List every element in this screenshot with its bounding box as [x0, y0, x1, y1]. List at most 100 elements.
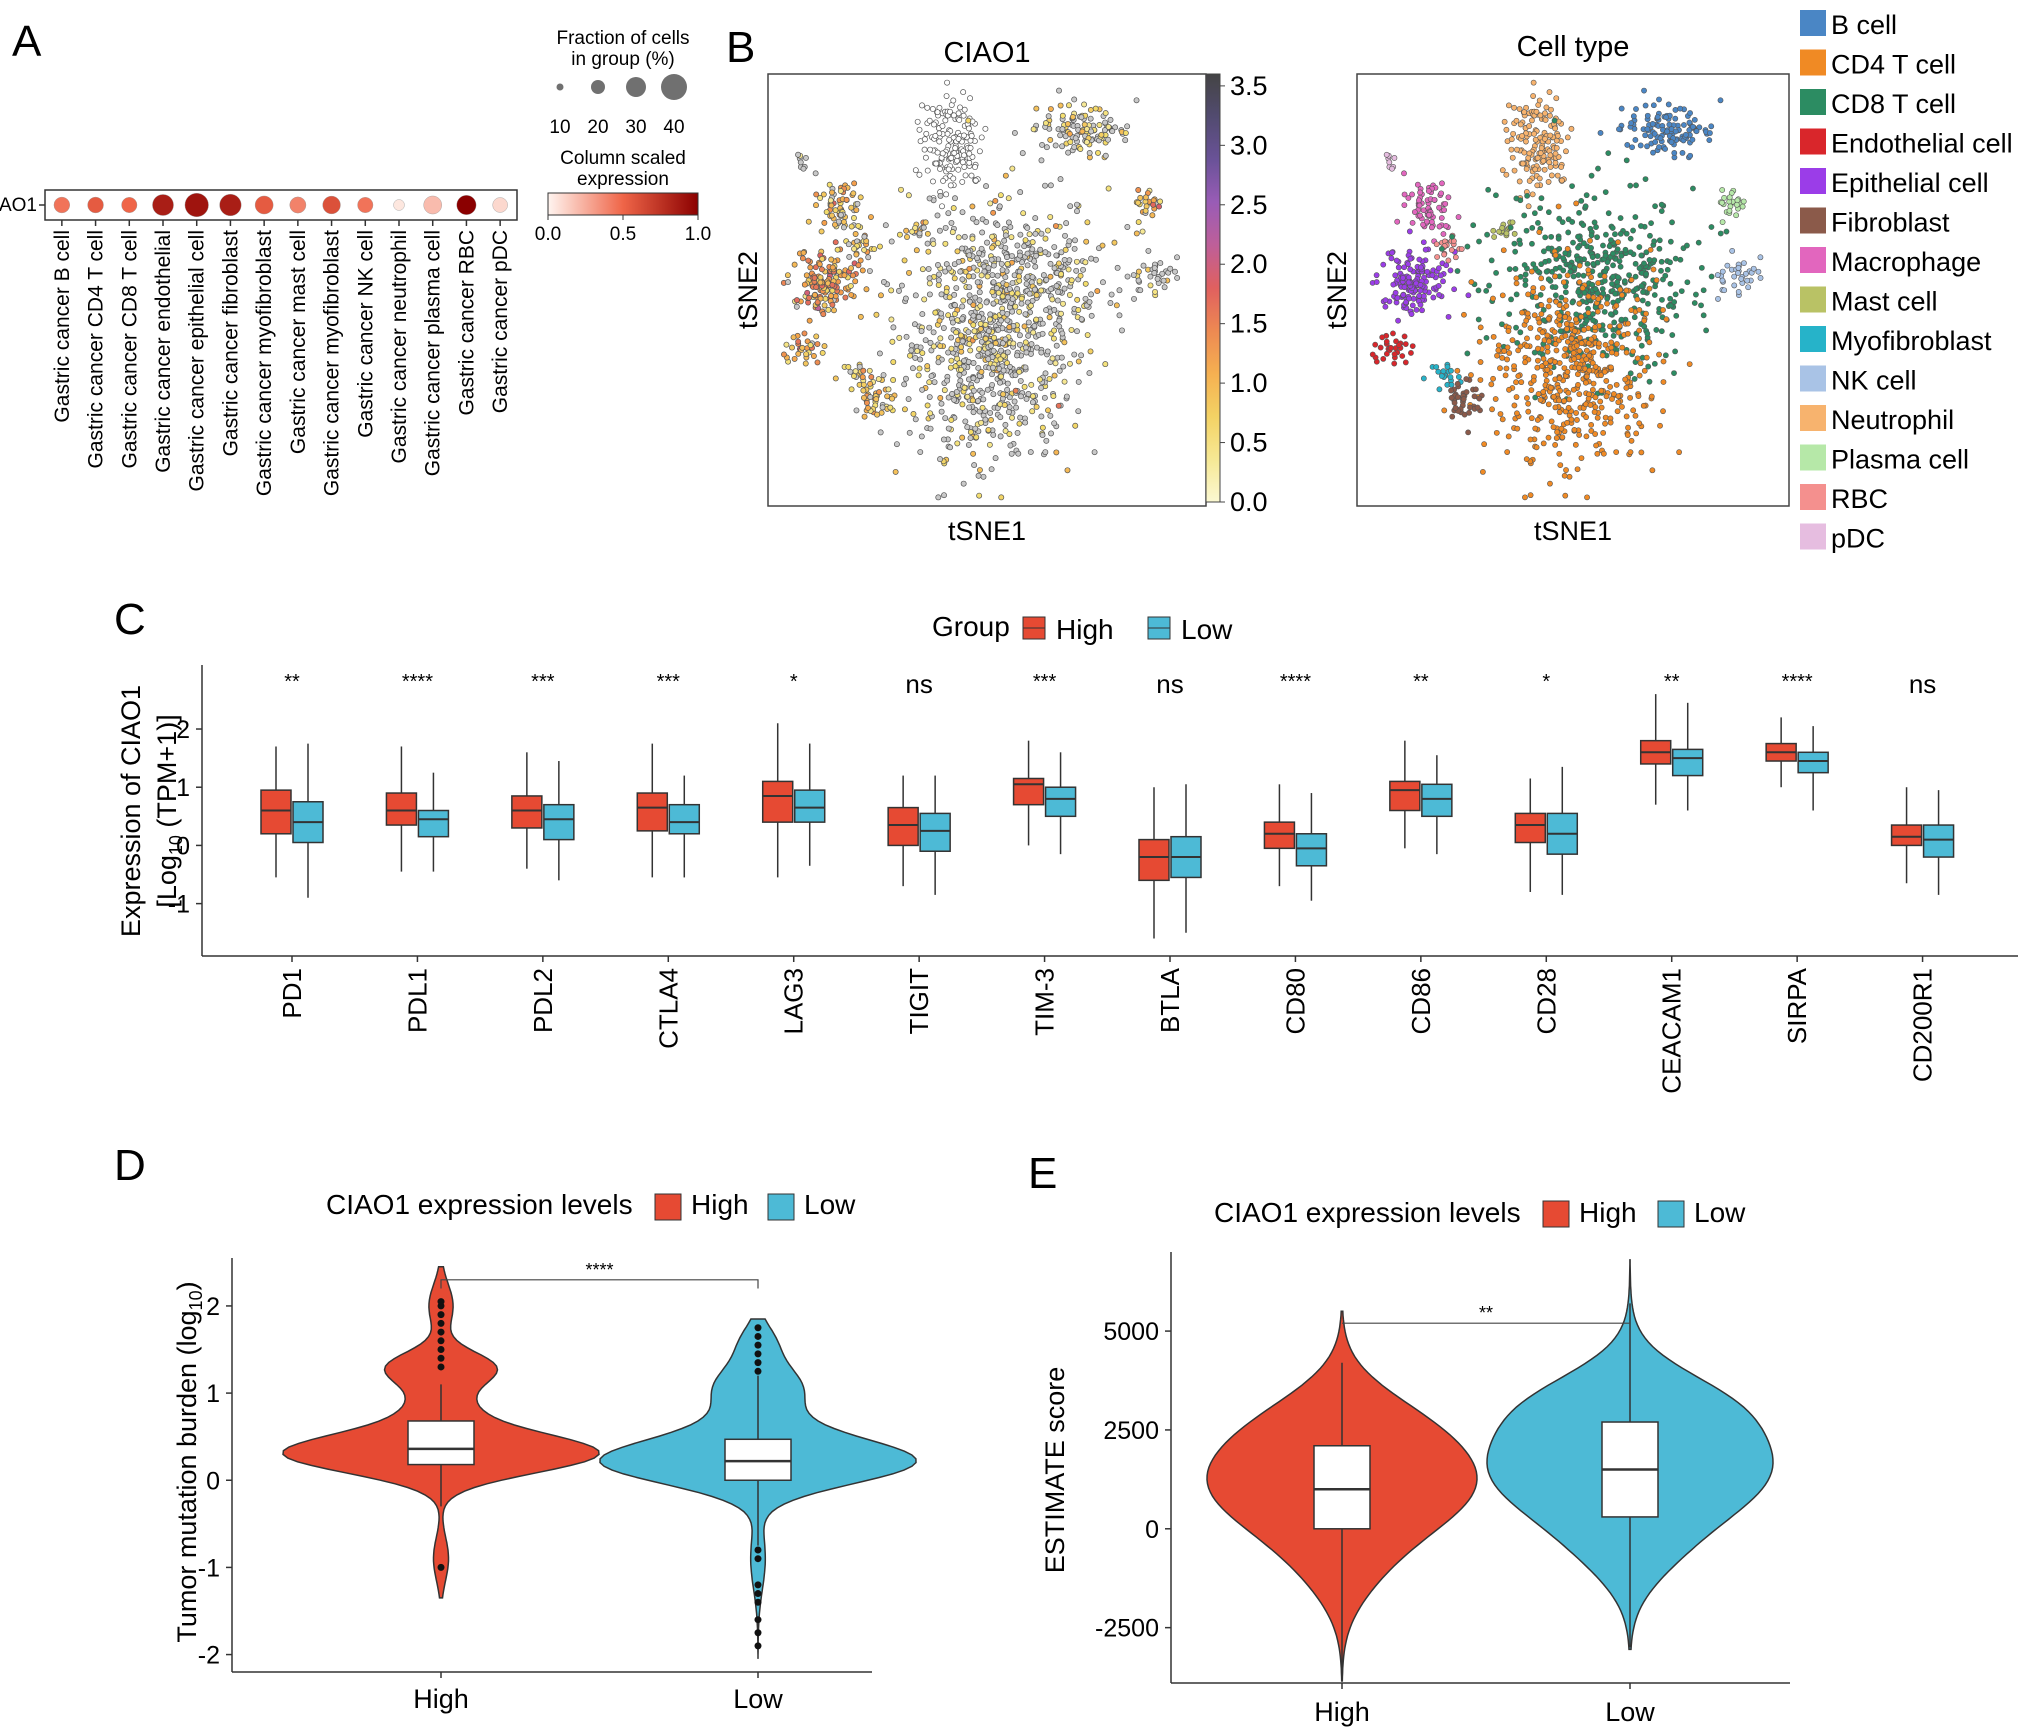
c-box [1890, 824, 1923, 847]
tsne-point [1036, 376, 1043, 383]
tsne-point [1632, 260, 1639, 267]
c-significance: * [1542, 671, 1550, 693]
tsne-point [987, 311, 994, 318]
tsne-point [927, 339, 934, 346]
tsne-point [1590, 261, 1597, 267]
tsne-point [1100, 279, 1106, 286]
tsne-point [1547, 480, 1553, 487]
tsne-point [871, 246, 878, 253]
tsne-point [840, 224, 847, 231]
tsne-point [800, 165, 807, 172]
tsne-point [801, 330, 808, 337]
tsne-point [970, 387, 977, 394]
tsne-point [880, 372, 887, 378]
tsne-point [1672, 128, 1679, 135]
tsne-point [1445, 194, 1452, 201]
tsne-point [1479, 469, 1486, 475]
tsne-point [1627, 449, 1634, 456]
tsne-point [1562, 332, 1569, 339]
tsne-point [1046, 375, 1053, 382]
tsne-point [1039, 424, 1046, 431]
color-legend-title: Column scaled [560, 148, 686, 169]
tsne-point [1656, 245, 1663, 252]
tsne-point [1416, 292, 1423, 299]
tsne-point [847, 368, 854, 375]
d-ytick-label: 2 [206, 1293, 220, 1321]
tsne-point [1742, 270, 1749, 277]
tsne-point [1064, 467, 1071, 474]
tsne-point [1700, 312, 1707, 319]
tsne-point [1590, 349, 1597, 356]
d-outlier [437, 1298, 445, 1306]
tsne-point [1511, 402, 1518, 409]
tsne-point [1741, 260, 1747, 267]
tsne-point [818, 228, 825, 235]
dot-10 [393, 199, 405, 211]
tsne-point [1133, 230, 1140, 237]
tsne-point [1599, 352, 1606, 359]
tsne-point [1630, 407, 1637, 414]
tsne-point [1065, 266, 1072, 273]
tsne-point [1508, 146, 1515, 153]
tsne-point [1380, 355, 1387, 362]
tsne-point [1109, 128, 1116, 135]
tsne-point [945, 166, 952, 173]
tsne-point [1622, 246, 1629, 253]
dot-11 [423, 195, 442, 215]
tsne-point [1590, 317, 1597, 324]
tsne-point [1556, 450, 1563, 457]
tsne-point [1623, 384, 1630, 391]
tsne-point [1053, 283, 1060, 289]
tsne-point [1645, 363, 1652, 370]
tsne-point [1005, 219, 1012, 226]
tsne-point [873, 311, 880, 318]
tsne-point [1448, 381, 1455, 388]
tsne-point [1638, 283, 1645, 289]
tsne-point [1584, 494, 1590, 501]
tsne-point [1027, 302, 1034, 309]
tsne-point [1641, 260, 1647, 267]
tsne-point [860, 381, 867, 388]
tsne-point [1400, 292, 1407, 298]
tsne-point [992, 340, 999, 347]
tsne-point [972, 177, 979, 184]
tsne-point [1562, 492, 1569, 499]
tsne-point [1099, 242, 1106, 249]
e-ytick-label: 5000 [1103, 1318, 1159, 1346]
tsne-point [1650, 102, 1657, 109]
tsne-point [938, 310, 945, 317]
tsne-point [1527, 436, 1534, 443]
tsne-point [1490, 295, 1496, 302]
tsne-point [1602, 189, 1609, 196]
tsne-point [1582, 203, 1589, 210]
tsne-point [1733, 201, 1740, 208]
tsne-point [969, 203, 976, 210]
tsne-point [939, 123, 946, 130]
tsne-point [1448, 394, 1455, 401]
tsne-point [1638, 252, 1645, 259]
tsne-point [1078, 316, 1085, 323]
tsne-point [935, 262, 941, 268]
tsne-point [1589, 254, 1596, 261]
d-outlier [754, 1581, 762, 1589]
tsne-point [1658, 201, 1665, 208]
tsne-point [836, 268, 843, 275]
tsne-point [1644, 143, 1650, 150]
tsne-point [1587, 402, 1594, 408]
tsne-point [784, 272, 791, 279]
legend-swatch-2 [1800, 89, 1826, 115]
tsne-point [1673, 312, 1680, 319]
tsne-point [969, 397, 976, 404]
tsne-point [825, 306, 832, 313]
tsne-point [1679, 150, 1686, 156]
tsne-point [1514, 146, 1520, 153]
c-significance: **** [1782, 671, 1813, 693]
tsne-point [999, 340, 1006, 347]
tsne-point [1585, 267, 1592, 273]
tsne-point [1553, 137, 1560, 144]
tsne-point [1137, 194, 1144, 201]
tsne-point [1537, 150, 1544, 156]
tsne-point [1002, 172, 1009, 179]
tsne-point [1739, 203, 1746, 210]
tsne-point [1656, 144, 1662, 151]
